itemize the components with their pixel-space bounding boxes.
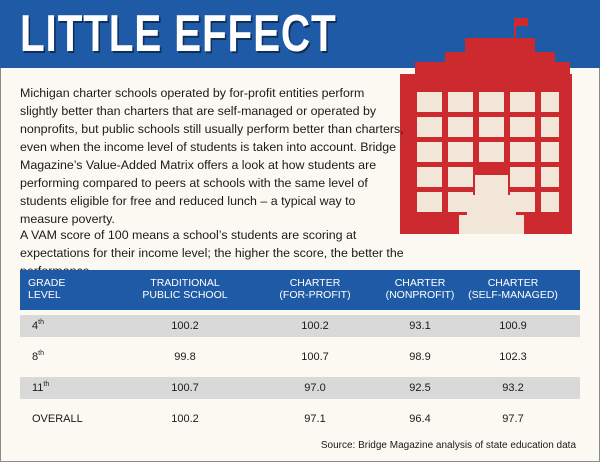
grade-number: 11 <box>32 382 44 394</box>
col-header-self-managed: CHARTER (SELF-MANAGED) <box>448 277 578 301</box>
table-row-4th: 4th 100.2 100.2 93.1 100.9 <box>20 315 580 337</box>
table-row-8th: 8th 99.8 100.7 98.9 102.3 <box>20 346 580 368</box>
col-header-line2: LEVEL <box>28 289 61 301</box>
value-cell: 99.8 <box>174 351 196 363</box>
value-cell: 93.1 <box>409 320 431 332</box>
value-cell: 102.3 <box>499 351 527 363</box>
grade-number: 8 <box>32 351 39 363</box>
value-cell: 97.7 <box>502 413 524 425</box>
col-header-line1: CHARTER <box>487 277 539 289</box>
grade-suffix: th <box>38 350 44 357</box>
value-cell: 93.2 <box>502 382 524 394</box>
value-cell: 97.1 <box>304 413 326 425</box>
value-cell: 100.7 <box>171 382 199 394</box>
col-header-line2: (NONPROFIT) <box>385 289 455 301</box>
school-building-icon <box>400 18 572 234</box>
col-header-line1: GRADE <box>28 277 66 289</box>
col-header-line2: (SELF-MANAGED) <box>468 289 558 301</box>
value-cell: 100.2 <box>171 320 199 332</box>
value-cell: 98.9 <box>409 351 431 363</box>
col-header-traditional: TRADITIONAL PUBLIC SCHOOL <box>120 277 250 301</box>
grade-cell: 4th <box>32 319 44 332</box>
vam-note: A VAM score of 100 means a school’s stud… <box>20 228 404 278</box>
grade-number: OVERALL <box>32 413 83 425</box>
value-cell: 97.0 <box>304 382 326 394</box>
col-header-for-profit: CHARTER (FOR-PROFIT) <box>250 277 380 301</box>
col-header-line1: CHARTER <box>394 277 446 289</box>
value-cell: 100.2 <box>171 413 199 425</box>
page-title: LITTLE EFFECT <box>20 5 337 63</box>
value-cell: 96.4 <box>409 413 431 425</box>
vam-table: GRADE LEVEL TRADITIONAL PUBLIC SCHOOL CH… <box>20 270 580 425</box>
grade-cell: 8th <box>32 350 44 363</box>
value-cell: 100.7 <box>301 351 329 363</box>
grade-suffix: th <box>38 319 44 326</box>
col-header-line2: (FOR-PROFIT) <box>279 289 351 301</box>
table-header: GRADE LEVEL TRADITIONAL PUBLIC SCHOOL CH… <box>20 270 580 310</box>
col-header-line2: PUBLIC SCHOOL <box>142 289 228 301</box>
table-row-11th: 11th 100.7 97.0 92.5 93.2 <box>20 377 580 399</box>
value-cell: 100.9 <box>499 320 527 332</box>
grade-cell: 11th <box>32 381 50 394</box>
intro-paragraph: Michigan charter schools operated by for… <box>20 86 404 226</box>
source-note: Source: Bridge Magazine analysis of stat… <box>320 440 576 451</box>
grade-number: 4 <box>32 320 39 332</box>
value-cell: 100.2 <box>301 320 329 332</box>
table-row-overall: OVERALL 100.2 97.1 96.4 97.7 <box>20 408 580 430</box>
col-header-grade: GRADE LEVEL <box>28 277 65 301</box>
col-header-line1: CHARTER <box>289 277 341 289</box>
grade-suffix: th <box>43 381 50 388</box>
col-header-nonprofit: CHARTER (NONPROFIT) <box>355 277 485 301</box>
value-cell: 92.5 <box>409 382 431 394</box>
grade-cell: OVERALL <box>32 413 83 425</box>
col-header-line1: TRADITIONAL <box>150 277 220 289</box>
